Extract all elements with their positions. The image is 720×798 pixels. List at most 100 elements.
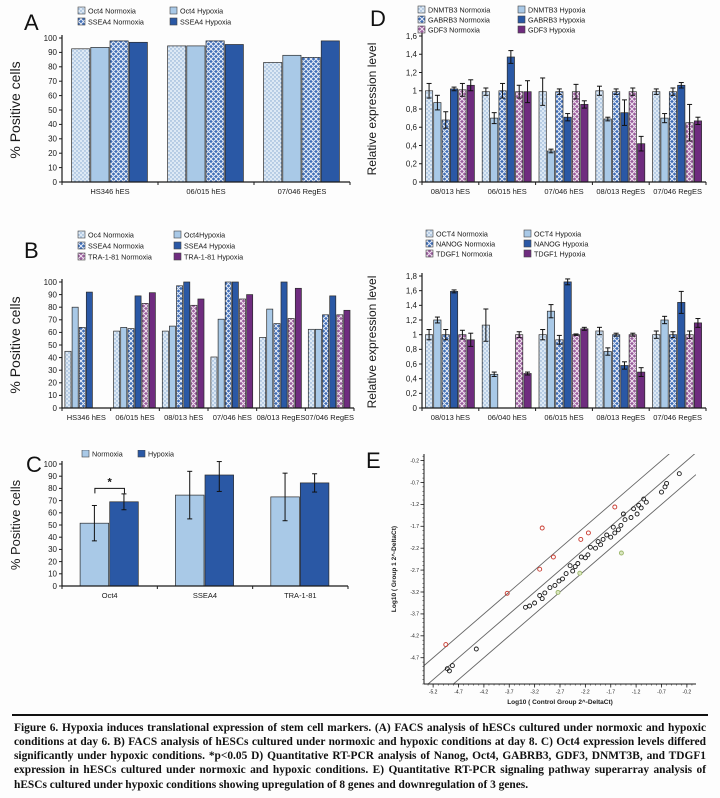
svg-text:1,2: 1,2 xyxy=(406,316,418,325)
svg-text:06/015 hES: 06/015 hES xyxy=(115,413,154,422)
svg-text:80: 80 xyxy=(48,484,57,493)
svg-text:SSEA4 Normoxia: SSEA4 Normoxia xyxy=(88,17,144,26)
svg-text:NANOG Hypoxia: NANOG Hypoxia xyxy=(534,239,588,248)
svg-text:-1.7: -1.7 xyxy=(606,690,615,696)
svg-text:SSEA4 Hypoxia: SSEA4 Hypoxia xyxy=(184,241,235,250)
svg-text:-2.7: -2.7 xyxy=(556,690,565,696)
svg-text:0,4: 0,4 xyxy=(406,374,418,383)
svg-text:Normoxia: Normoxia xyxy=(92,450,123,458)
panel-c-chart: 0 10 20 30 40 50 60 70 80 90 100 Oct4 SSEA4 TRA-1-81%… xyxy=(6,449,360,604)
svg-text:70: 70 xyxy=(48,77,57,86)
svg-text:1,6: 1,6 xyxy=(406,286,418,295)
panel-a: A 0 10 20 30 40 50 60 70 80 90 100 HS346 hES 06/015 … xyxy=(6,4,360,218)
svg-text:Relative expression level: Relative expression level xyxy=(365,43,379,176)
svg-text:60: 60 xyxy=(48,509,57,518)
svg-text:HS346 hES: HS346 hES xyxy=(90,187,129,196)
svg-text:07/046 RegES: 07/046 RegES xyxy=(305,413,354,422)
panel-d: D 0 0,2 0,4 0,6 0,8 1 1,2 1,4 1,6 08/013 hES 06/01… xyxy=(362,4,716,218)
svg-text:50: 50 xyxy=(48,106,57,115)
svg-text:20: 20 xyxy=(48,379,57,388)
svg-text:0: 0 xyxy=(53,404,58,413)
svg-text:GDF3 Hypoxia: GDF3 Hypoxia xyxy=(528,25,575,34)
svg-text:% Positive cells: % Positive cells xyxy=(7,61,23,158)
svg-text:GABRB3 Normoxia: GABRB3 Normoxia xyxy=(428,15,490,24)
svg-text:100: 100 xyxy=(44,34,58,43)
svg-text:Log10 ( Group 1 2^-DeltaCt): Log10 ( Group 1 2^-DeltaCt) xyxy=(390,526,398,612)
svg-text:0,6: 0,6 xyxy=(406,360,418,369)
svg-text:TRA-1-81: TRA-1-81 xyxy=(284,591,317,600)
svg-text:Relative expression level: Relative expression level xyxy=(365,276,379,409)
figure-caption-block: Figure 6. Hypoxia induces translational … xyxy=(12,714,708,798)
panel-a-label: A xyxy=(24,10,39,35)
svg-text:1,4: 1,4 xyxy=(406,301,418,310)
panel-d-label: D xyxy=(370,6,386,31)
svg-text:-0.7: -0.7 xyxy=(410,480,419,486)
svg-text:90: 90 xyxy=(48,472,57,481)
panel-b: B 0 10 20 30 40 50 60 70 80 90 100 HS346 hES 06/015 … xyxy=(6,226,360,446)
svg-text:OCT4 Normoxia: OCT4 Normoxia xyxy=(436,229,488,238)
svg-text:06/015 hES: 06/015 hES xyxy=(186,187,225,196)
svg-text:10: 10 xyxy=(48,163,57,172)
svg-text:100: 100 xyxy=(44,460,58,469)
panel-e-chart: -5.2 -4.7 -4.2 -3.7 -3.2 -2.7 -2.2 -1.7 -1.2 -0.7… xyxy=(362,448,716,714)
svg-text:-0.7: -0.7 xyxy=(657,690,666,696)
svg-text:08/013 hES: 08/013 hES xyxy=(431,187,470,196)
svg-text:07/046 RegES: 07/046 RegES xyxy=(653,187,702,196)
svg-text:-4.2: -4.2 xyxy=(410,634,419,640)
panel-d2: 0 0,2 0,4 0,6 0,8 1 1,2 1,4 1,6 1,8 08/013 hES 06/0… xyxy=(362,226,716,446)
svg-text:70: 70 xyxy=(48,496,57,505)
panel-d-chart-1: 0 0,2 0,4 0,6 0,8 1 1,2 1,4 1,6 08/013 hES 06/015 … xyxy=(362,4,716,218)
svg-text:06/015 hES: 06/015 hES xyxy=(544,413,583,422)
svg-text:DNMTB3 Normoxia: DNMTB3 Normoxia xyxy=(428,5,490,14)
svg-text:1,8: 1,8 xyxy=(406,272,418,281)
svg-text:06/015 hES: 06/015 hES xyxy=(488,187,527,196)
figure-caption: Figure 6. Hypoxia induces translational … xyxy=(14,722,706,791)
svg-text:08/013 hES: 08/013 hES xyxy=(164,413,203,422)
svg-text:70: 70 xyxy=(48,316,57,325)
svg-text:1,6: 1,6 xyxy=(406,32,418,41)
svg-text:07/046 RegES: 07/046 RegES xyxy=(278,187,327,196)
svg-text:30: 30 xyxy=(48,366,57,375)
svg-text:*: * xyxy=(108,476,113,488)
svg-text:07/046 RegES: 07/046 RegES xyxy=(653,413,702,422)
svg-text:OCT4 Hypoxia: OCT4 Hypoxia xyxy=(534,229,581,238)
svg-text:0: 0 xyxy=(413,404,418,413)
svg-text:0: 0 xyxy=(53,582,58,591)
svg-text:0,8: 0,8 xyxy=(406,105,418,114)
svg-text:Oct4: Oct4 xyxy=(102,591,118,600)
svg-text:GDF3 Normoxia: GDF3 Normoxia xyxy=(428,25,480,34)
panel-e-label: E xyxy=(366,448,381,473)
panel-d-chart-2: 0 0,2 0,4 0,6 0,8 1 1,2 1,4 1,6 1,8 08/013 hES 06/0… xyxy=(362,226,716,446)
svg-text:-1.2: -1.2 xyxy=(410,502,419,508)
svg-text:-3.2: -3.2 xyxy=(530,690,539,696)
svg-text:% Positive cells: % Positive cells xyxy=(7,296,23,393)
svg-text:-1.7: -1.7 xyxy=(410,524,419,530)
svg-text:08/013 RegES: 08/013 RegES xyxy=(257,413,306,422)
svg-text:30: 30 xyxy=(48,135,57,144)
svg-text:50: 50 xyxy=(48,521,57,530)
svg-text:TRA-1-81 Normoxia: TRA-1-81 Normoxia xyxy=(88,252,152,261)
svg-text:-2.2: -2.2 xyxy=(410,546,419,552)
svg-text:Oct4Hypoxia: Oct4Hypoxia xyxy=(184,230,225,239)
svg-text:-0.2: -0.2 xyxy=(683,690,692,696)
svg-text:DNMTB3 Hypoxia: DNMTB3 Hypoxia xyxy=(528,5,586,14)
svg-text:TDGF1 Normoxia: TDGF1 Normoxia xyxy=(436,249,492,258)
svg-text:40: 40 xyxy=(48,120,57,129)
svg-text:-5.2: -5.2 xyxy=(429,690,438,696)
svg-text:90: 90 xyxy=(48,48,57,57)
panel-e: E -5.2 -4.7 -4.2 -3.7 -3.2 -2.7 -2.2 -1.7 -1.2 -0… xyxy=(362,448,716,714)
svg-text:Oct4 Hypoxia: Oct4 Hypoxia xyxy=(180,6,223,15)
svg-text:-3.2: -3.2 xyxy=(410,590,419,596)
svg-text:0,4: 0,4 xyxy=(406,141,418,150)
svg-text:-0.2: -0.2 xyxy=(410,458,419,464)
svg-text:NANOG Normoxia: NANOG Normoxia xyxy=(436,239,495,248)
svg-text:SSEA4 Normoxia: SSEA4 Normoxia xyxy=(88,241,144,250)
svg-text:SSEA4: SSEA4 xyxy=(193,591,217,600)
svg-text:06/040 hES: 06/040 hES xyxy=(488,413,527,422)
svg-text:1,2: 1,2 xyxy=(406,68,418,77)
svg-text:Hypoxia: Hypoxia xyxy=(148,450,174,458)
svg-text:20: 20 xyxy=(48,149,57,158)
panel-c-label: C xyxy=(26,452,42,477)
svg-text:60: 60 xyxy=(48,91,57,100)
